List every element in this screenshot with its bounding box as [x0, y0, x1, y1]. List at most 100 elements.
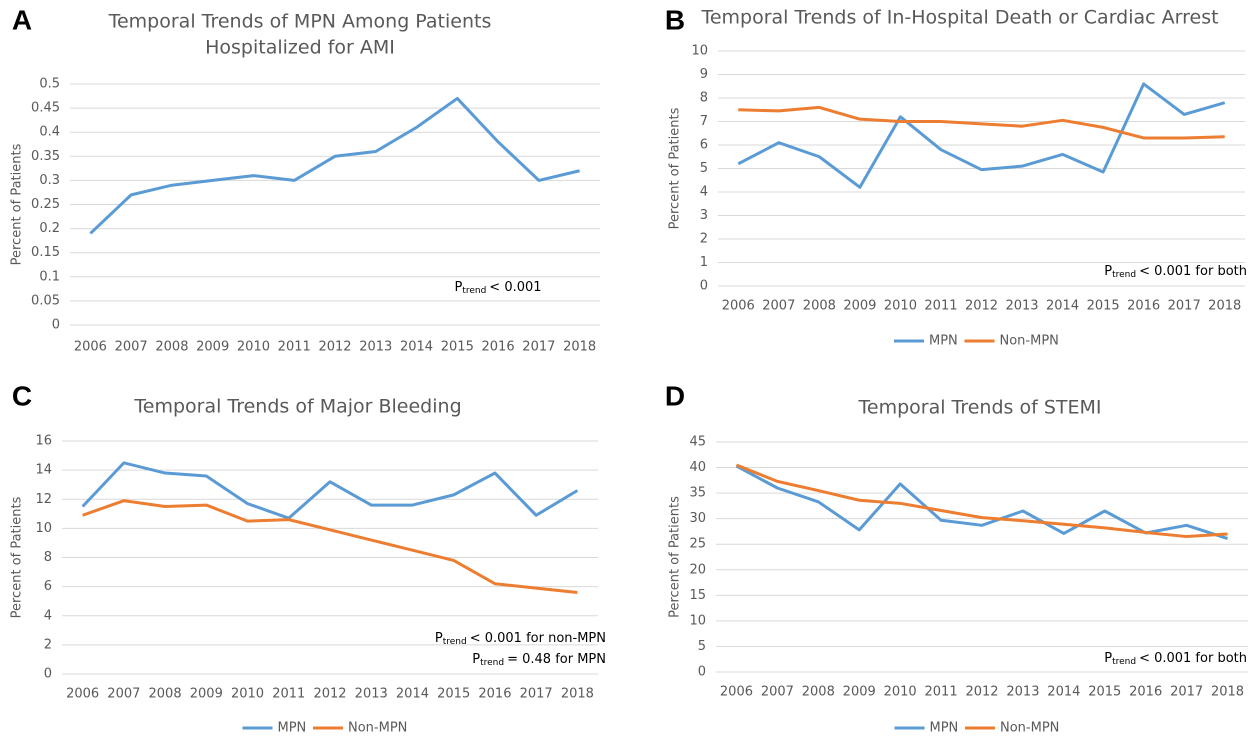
y-axis-label: Percent of Patients: [10, 143, 25, 265]
x-tick-label: 2018: [561, 687, 594, 702]
y-tick-label: 0.35: [31, 149, 60, 164]
annotation-p: P: [1104, 651, 1112, 666]
legend-label: Non-MPN: [1000, 334, 1059, 349]
data-line: [735, 463, 1228, 539]
x-tick-label: 2018: [1211, 685, 1244, 700]
x-tick-label: 2014: [396, 687, 429, 702]
x-tick-label: 2010: [884, 299, 917, 314]
y-tick-label: 0.45: [31, 101, 60, 116]
x-tick-label: 2018: [1208, 299, 1241, 314]
annotation: Ptrend < 0.001 for non-MPN: [435, 631, 606, 647]
y-tick-label: 6: [700, 138, 708, 153]
x-tick-label: 2007: [761, 685, 794, 700]
y-tick-label: 5: [698, 639, 706, 654]
x-tick-label: 2017: [520, 687, 553, 702]
x-tick-label: 2006: [720, 685, 753, 700]
y-tick-label: 6: [44, 579, 52, 594]
y-tick-label: 0: [700, 279, 708, 294]
chart-title: Temporal Trends of STEMI: [858, 397, 1102, 419]
y-tick-label: 30: [689, 511, 706, 526]
panel-letter: A: [12, 4, 32, 35]
x-tick-label: 2017: [522, 340, 555, 355]
x-tick-label: 2016: [478, 687, 511, 702]
y-tick-label: 7: [700, 114, 708, 129]
x-tick-label: 2016: [1129, 685, 1162, 700]
y-tick-label: 3: [700, 208, 708, 223]
x-tick-label: 2015: [1087, 299, 1120, 314]
annotation: Ptrend = 0.48 for MPN: [472, 652, 606, 668]
y-tick-label: 12: [35, 492, 52, 507]
legend-label: Non-MPN: [348, 721, 407, 736]
x-tick-label: 2012: [965, 299, 998, 314]
chart-title: Temporal Trends of Major Bleeding: [133, 396, 461, 418]
x-tick-label: 2011: [924, 299, 957, 314]
x-tick-label: 2015: [1088, 685, 1121, 700]
x-tick-label: 2010: [231, 687, 264, 702]
x-tick-label: 2017: [1168, 299, 1201, 314]
annotation-text: < 0.001: [489, 280, 541, 295]
annotation-sub: trend: [480, 658, 504, 668]
x-tick-label: 2010: [237, 340, 270, 355]
x-tick-label: 2011: [278, 340, 311, 355]
y-tick-label: 15: [689, 588, 706, 603]
y-tick-label: 0.3: [39, 173, 60, 188]
annotation-p: P: [472, 652, 480, 667]
y-axis-label: Percent of Patients: [668, 496, 683, 618]
annotation-p: P: [1104, 264, 1112, 279]
y-tick-label: 40: [689, 460, 706, 475]
y-tick-label: 0: [52, 318, 60, 333]
x-tick-label: 2011: [272, 687, 305, 702]
data-line: [735, 464, 1229, 541]
annotation-text: < 0.001 for both: [1139, 651, 1247, 666]
x-tick-label: 2014: [1047, 685, 1080, 700]
x-tick-label: 2008: [803, 299, 836, 314]
x-tick-label: 2007: [762, 299, 795, 314]
y-tick-label: 8: [44, 550, 52, 565]
y-tick-label: 45: [689, 435, 706, 450]
y-tick-label: 8: [700, 91, 708, 106]
x-tick-label: 2006: [66, 687, 99, 702]
y-tick-label: 14: [35, 463, 52, 478]
y-tick-label: 10: [35, 521, 52, 536]
y-axis-label: Percent of Patients: [10, 496, 25, 618]
x-tick-label: 2010: [884, 685, 917, 700]
x-tick-label: 2013: [359, 340, 392, 355]
x-tick-label: 2011: [925, 685, 958, 700]
y-tick-label: 0.05: [31, 293, 60, 308]
x-tick-label: 2008: [802, 685, 835, 700]
y-tick-label: 0.4: [39, 125, 60, 140]
x-tick-label: 2009: [190, 687, 223, 702]
x-tick-label: 2012: [313, 687, 346, 702]
x-tick-label: 2009: [843, 685, 876, 700]
data-line: [738, 105, 1225, 140]
x-tick-label: 2006: [74, 340, 107, 355]
x-tick-label: 2007: [115, 340, 148, 355]
panel-letter: D: [665, 380, 685, 411]
y-tick-label: 1: [700, 255, 708, 270]
y-tick-label: 5: [700, 161, 708, 176]
annotation-sub: trend: [462, 286, 486, 296]
chart-title: Temporal Trends of MPN Among Patients: [108, 11, 492, 33]
y-tick-label: 9: [700, 67, 708, 82]
y-tick-label: 0: [698, 665, 706, 680]
x-tick-label: 2013: [1006, 685, 1039, 700]
x-tick-label: 2013: [355, 687, 388, 702]
annotation-sub: trend: [1112, 270, 1136, 280]
x-tick-label: 2015: [441, 340, 474, 355]
y-tick-label: 10: [689, 613, 706, 628]
x-tick-label: 2014: [1046, 299, 1079, 314]
legend-label: Non-MPN: [1000, 721, 1059, 736]
y-tick-label: 0.15: [31, 245, 60, 260]
y-tick-label: 4: [44, 608, 52, 623]
x-tick-label: 2013: [1005, 299, 1038, 314]
y-tick-label: 20: [689, 562, 706, 577]
x-tick-label: 2016: [482, 340, 515, 355]
y-tick-label: 4: [700, 185, 708, 200]
y-tick-label: 2: [700, 232, 708, 247]
panel-letter: C: [12, 380, 32, 411]
annotation: Ptrend < 0.001 for both: [1104, 651, 1247, 667]
x-tick-label: 2016: [1127, 299, 1160, 314]
legend-label: MPN: [930, 721, 959, 736]
data-line: [737, 82, 1226, 189]
legend-label: MPN: [278, 721, 307, 736]
